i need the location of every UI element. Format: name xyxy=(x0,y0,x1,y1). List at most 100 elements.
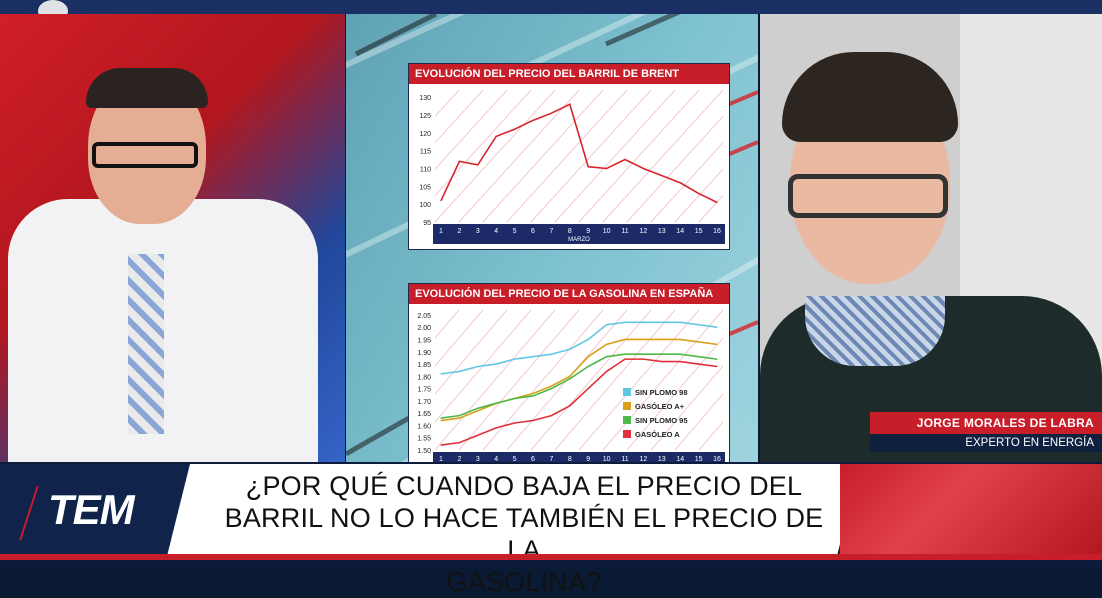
brent-chart: EVOLUCIÓN DEL PRECIO DEL BARRIL DE BRENT… xyxy=(346,64,758,249)
x-tick-label: 14 xyxy=(676,456,684,462)
grid-line xyxy=(698,156,758,223)
right-margin xyxy=(723,304,729,462)
y-tick-label: 100 xyxy=(419,202,431,209)
right-margin xyxy=(723,84,729,244)
x-tick-label: 11 xyxy=(621,228,628,235)
y-tick-label: 105 xyxy=(419,184,431,191)
data-point xyxy=(642,338,644,341)
guest-glasses xyxy=(788,174,948,218)
x-tick-label: 3 xyxy=(476,456,480,462)
legend-label: GASÓLEO A xyxy=(635,430,680,439)
data-point xyxy=(495,135,497,137)
grid-line xyxy=(434,89,556,223)
logo-accent-line xyxy=(19,486,39,540)
data-point xyxy=(569,348,571,350)
y-tick-label: 130 xyxy=(419,95,431,102)
data-point xyxy=(514,358,516,360)
legend-swatch xyxy=(623,430,631,438)
guest-shirt-collar xyxy=(805,296,945,366)
data-point xyxy=(477,365,479,368)
guest-role: EXPERTO EN ENERGÍA xyxy=(870,434,1102,452)
data-point xyxy=(698,356,700,358)
grid-line xyxy=(578,309,700,451)
legend-swatch xyxy=(623,388,631,396)
data-point xyxy=(698,192,700,195)
grid-line xyxy=(434,309,556,451)
data-point xyxy=(716,365,718,368)
x-tick-label: 10 xyxy=(603,456,611,462)
data-point xyxy=(624,158,626,161)
data-point xyxy=(550,112,552,114)
guest-hair xyxy=(782,52,958,142)
data-point xyxy=(606,343,608,345)
data-point xyxy=(440,417,442,419)
lower-third-banner: TEM ¿POR QUÉ CUANDO BAJA EL PRECIO DEL B… xyxy=(0,462,1102,597)
data-point xyxy=(514,397,516,400)
host-glasses xyxy=(92,142,198,168)
legend-label: SIN PLOMO 98 xyxy=(635,388,688,397)
x-tick-label: 11 xyxy=(621,456,628,462)
legend-swatch xyxy=(623,402,631,410)
data-point xyxy=(458,417,460,419)
x-tick-label: 4 xyxy=(494,228,498,235)
data-point xyxy=(550,387,552,390)
data-point xyxy=(532,419,534,422)
data-point xyxy=(458,415,460,417)
x-axis-band xyxy=(433,452,725,462)
x-tick-label: 8 xyxy=(568,228,572,235)
grid-line xyxy=(458,89,580,223)
data-point xyxy=(624,353,626,355)
host-hair xyxy=(86,68,208,108)
data-point xyxy=(716,201,718,203)
x-tick-label: 2 xyxy=(457,456,461,462)
x-tick-label: 9 xyxy=(586,456,590,462)
data-point xyxy=(679,321,681,323)
x-axis-band xyxy=(433,224,725,244)
question-text: ¿POR QUÉ CUANDO BAJA EL PRECIO DEL BARRI… xyxy=(206,470,842,598)
guest-name: JORGE MORALES DE LABRA xyxy=(870,412,1102,434)
data-point xyxy=(661,353,663,355)
data-point xyxy=(532,395,534,397)
series-line xyxy=(440,321,718,375)
x-tick-label: 14 xyxy=(676,228,684,235)
data-point xyxy=(440,444,442,446)
y-tick-label: 110 xyxy=(420,166,431,173)
banner-right-graphic xyxy=(840,464,1102,560)
data-point xyxy=(661,321,663,323)
x-tick-label: 15 xyxy=(695,456,703,462)
grid-line xyxy=(506,89,628,223)
grid-line xyxy=(626,309,748,451)
data-point xyxy=(477,410,479,412)
series-line xyxy=(440,353,718,419)
data-point xyxy=(642,321,644,323)
x-tick-label: 16 xyxy=(713,228,721,235)
data-point xyxy=(698,341,700,343)
grid-line xyxy=(554,309,676,451)
bottom-red-line xyxy=(0,554,1102,560)
y-tick-label: 1.60 xyxy=(417,423,431,430)
y-tick-label: 1.55 xyxy=(417,436,431,443)
data-point xyxy=(569,375,571,377)
data-point xyxy=(458,160,460,162)
top-bar xyxy=(0,0,1102,14)
y-tick-label: 1.85 xyxy=(417,362,431,369)
x-tick-label: 5 xyxy=(513,456,517,462)
data-point xyxy=(587,166,589,168)
show-logo: TEM xyxy=(48,486,135,533)
gasoline-chart-title: EVOLUCIÓN DEL PRECIO DE LA GASOLINA EN E… xyxy=(409,284,729,304)
y-axis-area xyxy=(409,304,435,462)
data-point xyxy=(642,167,644,170)
y-tick-label: 1.95 xyxy=(417,337,431,344)
data-point xyxy=(550,415,552,417)
grid-line xyxy=(578,89,700,223)
legend-label: SIN PLOMO 95 xyxy=(635,416,688,425)
data-point xyxy=(495,363,497,365)
y-tick-label: 120 xyxy=(419,131,431,138)
data-point xyxy=(477,164,479,166)
data-point xyxy=(624,321,626,323)
x-tick-label: 5 xyxy=(513,228,517,235)
brent-chart-title: EVOLUCIÓN DEL PRECIO DEL BARRIL DE BRENT xyxy=(409,64,729,84)
data-point xyxy=(532,392,534,395)
data-point xyxy=(569,405,571,407)
